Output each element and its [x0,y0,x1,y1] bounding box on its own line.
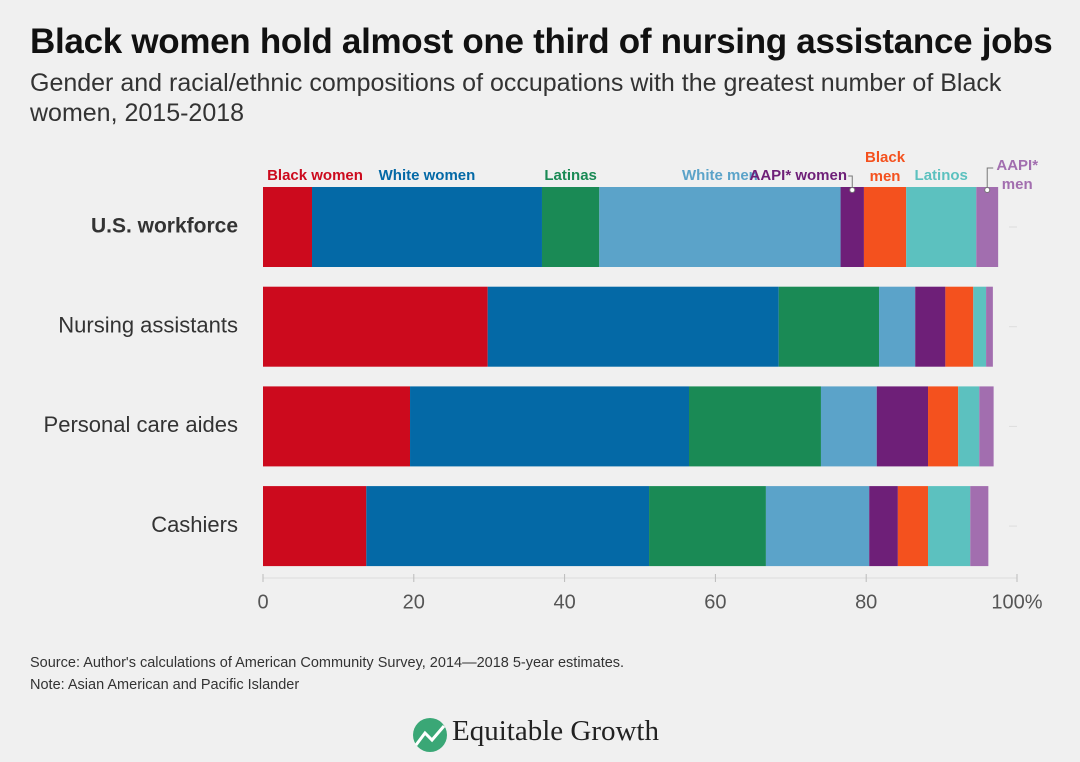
leader-line [848,175,853,190]
logo-icon [413,718,447,752]
x-tick-label: 0 [257,591,268,613]
x-tick-label: 60 [704,591,726,613]
bar-segment [263,486,367,567]
bar-segment [840,187,864,267]
x-tick-label: 40 [553,591,575,613]
x-tick-label: 20 [403,591,425,613]
leader-dot [849,187,856,193]
bar-segment [970,486,989,567]
category-label: U.S. workforce [91,215,238,238]
bar-segment [410,386,690,467]
legend-label: Latinas [544,167,597,184]
logo-arrow [414,725,446,746]
bar-segment [906,187,977,267]
bar-segment [312,187,542,267]
bar-segment [649,486,766,567]
bar-segment [928,386,959,467]
bar-segment [765,486,870,567]
bar-segment [599,187,841,267]
bar-segment [863,187,907,267]
legend-label: AAPI* women [749,167,847,184]
x-tick-label: 100% [991,591,1042,613]
bar-segment [915,286,946,367]
bar-segment [487,286,779,367]
chart-title: Black women hold almost one third of nur… [30,22,1053,61]
legend-label: White men [682,167,758,184]
bar-segment [689,386,821,467]
bar-segment [263,386,411,467]
leader-dot [984,187,991,193]
logo-text: Equitable Growth [452,715,659,747]
bar-segment [897,486,929,567]
bar-segment [366,486,650,567]
bar-segment [541,187,600,267]
legend-label: Black women [267,167,363,184]
bar-segment [263,286,488,367]
legend-label: Latinos [914,167,968,184]
leader-line [986,167,994,190]
legend-label: White women [378,167,476,184]
x-tick-label: 80 [855,591,877,613]
category-label: Personal care aides [44,412,238,437]
bar-segment [778,286,880,367]
bar-segment [976,187,999,267]
legend-label: Black men [865,149,906,185]
bar-segment [986,286,993,367]
bar-segment [820,386,877,467]
bar-segment [263,187,313,267]
legend-label: AAPI* men [996,157,1039,193]
bar-segment [869,486,898,567]
bar-segment [945,286,974,367]
category-label: Nursing assistants [58,313,238,338]
bar-segment [979,386,994,467]
bar-segment [876,386,929,467]
category-label: Cashiers [151,512,238,537]
bar-segment [928,486,971,567]
bar-segment [879,286,916,367]
bar-segment [973,286,987,367]
note: Note: Asian American and Pacific Islande… [30,677,300,693]
source: Source: Author's calculations of America… [30,655,625,671]
bar-segment [958,386,980,467]
chart-subtitle: Gender and racial/ethnic compositions of… [30,69,1002,127]
